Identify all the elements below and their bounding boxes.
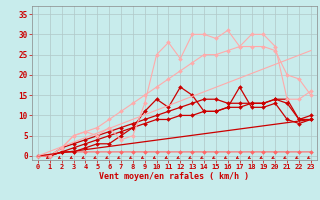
X-axis label: Vent moyen/en rafales ( km/h ): Vent moyen/en rafales ( km/h ) [100,172,249,181]
